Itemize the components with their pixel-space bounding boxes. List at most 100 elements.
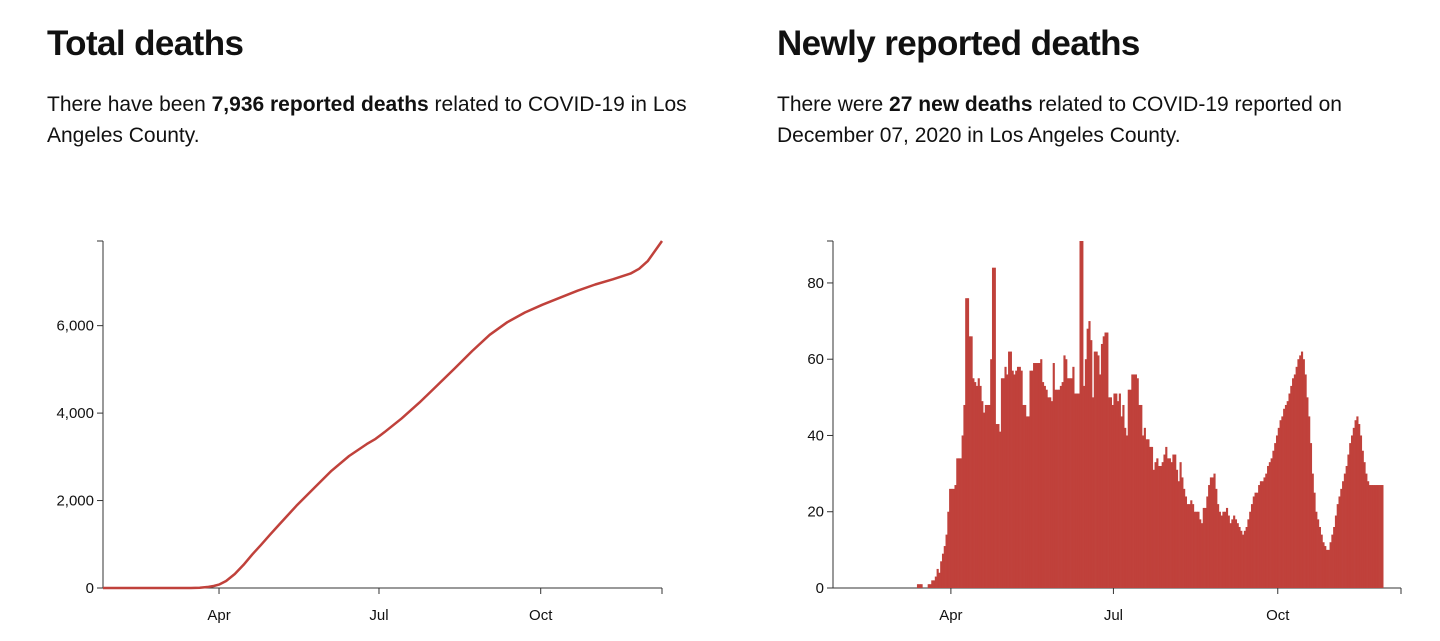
new-deaths-bar — [1149, 446, 1152, 588]
new-deaths-bar — [1275, 435, 1279, 588]
new-deaths-bar — [1058, 389, 1061, 588]
new-deaths-bar — [1168, 458, 1171, 588]
new-deaths-bar — [1254, 492, 1257, 588]
new-deaths-bar — [1336, 504, 1339, 588]
new-deaths-bar — [1015, 370, 1018, 588]
new-deaths-bar — [1150, 446, 1154, 588]
new-deaths-bar — [1045, 389, 1048, 588]
new-deaths-bar — [1331, 534, 1334, 588]
new-deaths-bar — [1075, 393, 1079, 588]
new-deaths-bar — [1202, 507, 1205, 588]
new-deaths-bar — [1134, 374, 1137, 588]
new-chart-y-tick-label: 40 — [807, 427, 824, 444]
total-chart-x-tick-label: Apr — [207, 607, 230, 624]
new-deaths-bar — [918, 584, 921, 588]
new-deaths-bar — [1177, 481, 1180, 588]
new-deaths-bar — [1324, 546, 1327, 588]
new-deaths-bar — [1304, 374, 1307, 588]
new-deaths-bar — [1342, 481, 1345, 588]
new-deaths-bar — [947, 511, 950, 588]
new-deaths-bar — [1133, 374, 1136, 588]
new-deaths-bar — [1115, 393, 1118, 588]
new-deaths-bar — [1224, 511, 1227, 588]
new-deaths-bar — [1065, 359, 1068, 588]
new-deaths-bar — [1068, 378, 1071, 588]
new-deaths-bar — [1317, 519, 1320, 588]
total-deaths-count: 7,936 reported deaths — [211, 93, 429, 116]
new-deaths-bar — [1327, 549, 1330, 588]
new-deaths-bar — [1059, 385, 1062, 588]
new-deaths-bar — [958, 458, 961, 588]
new-deaths-bar — [1158, 465, 1161, 588]
new-deaths-bar — [1252, 496, 1255, 588]
new-deaths-bar — [1350, 435, 1354, 588]
new-deaths-bar — [1218, 511, 1221, 588]
new-deaths-bar — [1138, 404, 1141, 588]
new-deaths-bar — [1143, 427, 1146, 588]
new-deaths-bar — [1159, 465, 1163, 588]
new-deaths-desc-prefix: There were — [777, 93, 890, 116]
new-deaths-bar — [991, 267, 995, 588]
new-deaths-bar — [1217, 504, 1220, 588]
new-deaths-bar — [934, 576, 937, 588]
new-deaths-bar — [1118, 393, 1121, 588]
new-deaths-bar — [1370, 485, 1373, 588]
new-deaths-bar — [1036, 363, 1039, 588]
new-deaths-title: Newly reported deaths — [777, 24, 1140, 63]
new-deaths-bar — [1220, 515, 1223, 588]
new-deaths-bar — [1283, 408, 1286, 588]
new-deaths-bar — [1320, 534, 1323, 588]
new-chart-y-tick-label: 20 — [807, 504, 824, 521]
new-deaths-bar — [1061, 382, 1064, 588]
new-deaths-bar — [1004, 366, 1007, 588]
new-deaths-bar — [1122, 404, 1125, 588]
new-deaths-bar — [1211, 477, 1214, 588]
new-deaths-bar — [1229, 523, 1232, 588]
new-deaths-bar — [1002, 378, 1005, 588]
new-deaths-bar — [1090, 340, 1093, 588]
new-deaths-bar — [1325, 549, 1329, 588]
new-deaths-bar — [984, 404, 987, 588]
total-deaths-title: Total deaths — [47, 24, 244, 63]
new-deaths-bar — [1029, 370, 1032, 588]
new-deaths-bar — [1020, 370, 1023, 588]
new-deaths-bar — [990, 359, 993, 588]
new-deaths-bar — [1011, 370, 1014, 588]
new-deaths-bar — [1352, 427, 1355, 588]
new-deaths-bar — [1274, 443, 1277, 588]
new-deaths-bar — [1093, 351, 1096, 588]
new-deaths-count: 27 new deaths — [889, 93, 1033, 116]
new-deaths-bar — [1208, 485, 1211, 588]
new-deaths-bar — [1013, 374, 1016, 588]
new-deaths-bar — [1041, 382, 1045, 588]
new-deaths-bar — [1381, 485, 1384, 588]
new-deaths-bar — [1199, 519, 1202, 588]
new-deaths-bar — [1031, 370, 1034, 588]
new-deaths-bar — [1097, 355, 1100, 588]
new-deaths-bar — [1281, 416, 1284, 588]
new-deaths-bar — [1063, 355, 1066, 588]
new-deaths-bar — [1154, 462, 1157, 588]
new-chart-x-tick-label: Apr — [939, 607, 962, 624]
new-deaths-bar — [970, 336, 973, 588]
new-deaths-bar — [1024, 404, 1027, 588]
new-deaths-bar — [1372, 485, 1375, 588]
new-deaths-bar — [1066, 378, 1070, 588]
new-deaths-bar — [997, 424, 1000, 588]
new-deaths-bar — [1299, 355, 1302, 588]
new-deaths-bar — [1295, 366, 1298, 588]
new-deaths-bar — [1349, 443, 1352, 588]
new-deaths-bar — [972, 378, 975, 588]
new-deaths-bar — [1113, 393, 1116, 588]
new-deaths-bar — [1109, 397, 1112, 588]
new-deaths-bar — [1193, 511, 1196, 588]
new-deaths-bar — [1338, 496, 1341, 588]
new-deaths-bar — [1240, 530, 1243, 588]
new-deaths-bar — [999, 431, 1002, 588]
new-deaths-bar — [1263, 477, 1266, 588]
new-deaths-bar — [1236, 523, 1239, 588]
new-deaths-bar — [931, 580, 934, 588]
new-deaths-bar — [945, 534, 948, 588]
new-deaths-bar — [981, 401, 984, 588]
